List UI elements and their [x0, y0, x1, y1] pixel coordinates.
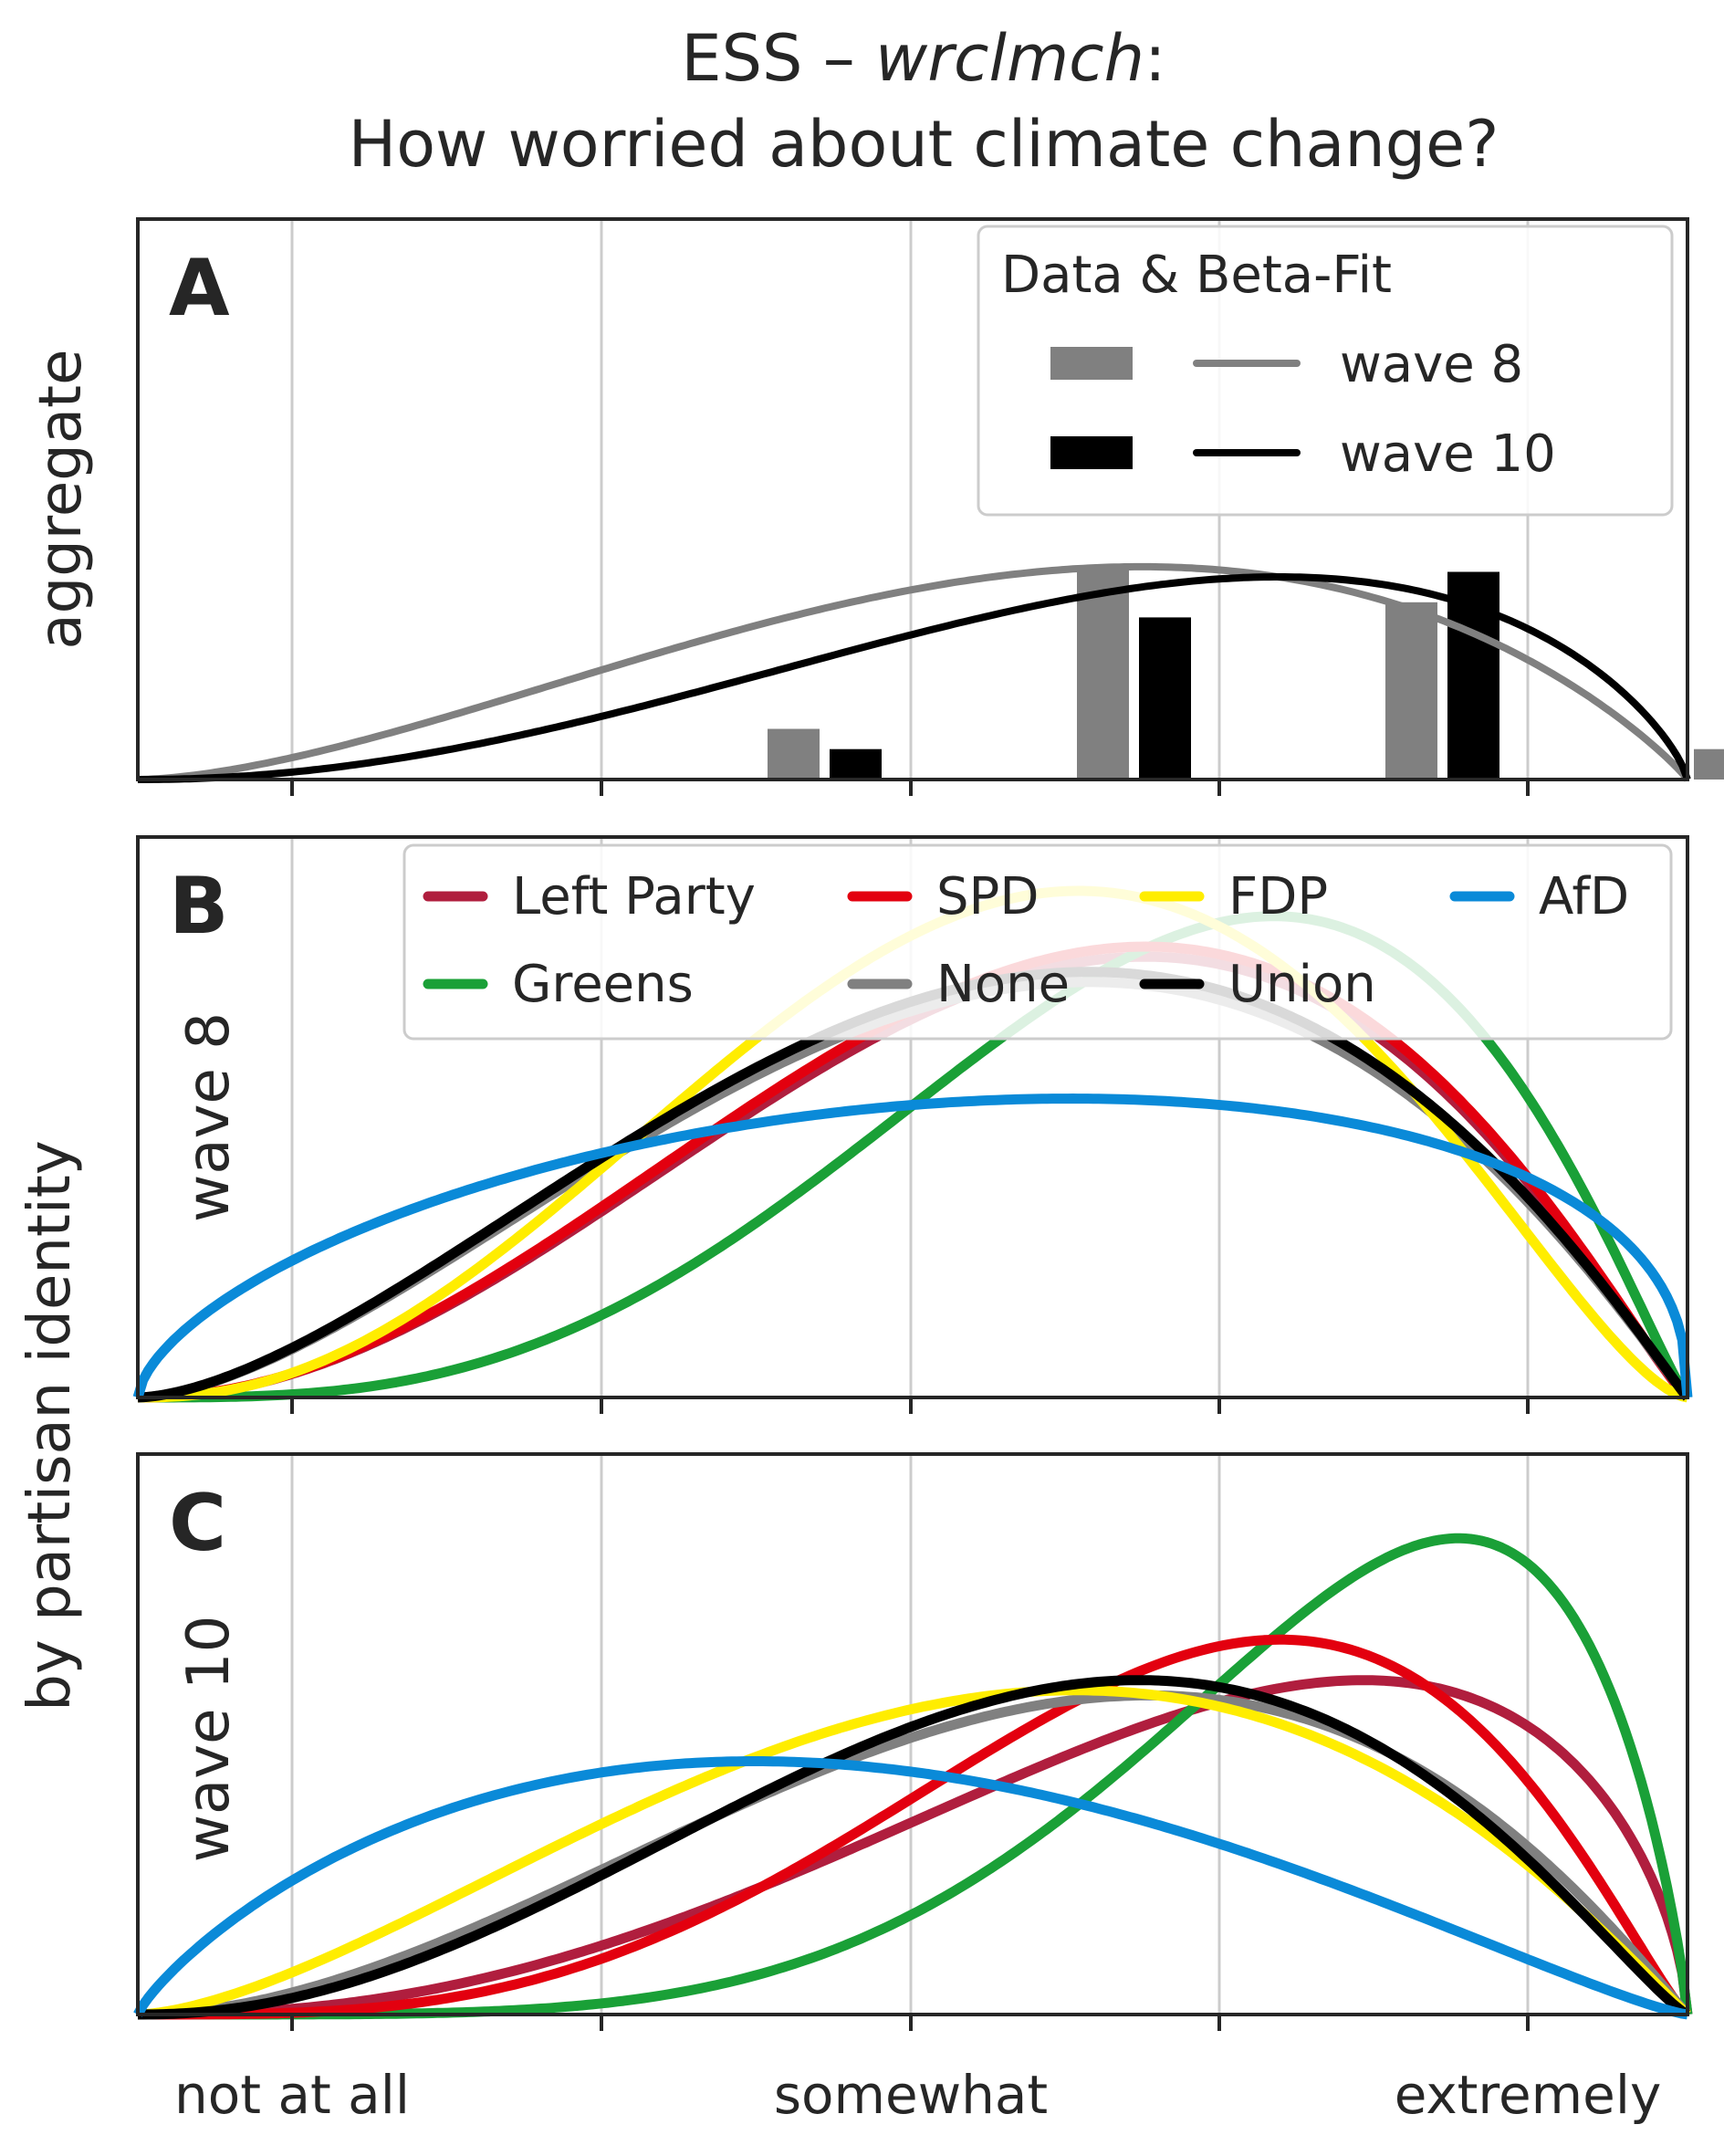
curve-afd: [133, 1756, 1688, 2020]
legend-a-wave8-swatch: [1050, 347, 1133, 380]
panel-b-letter: B: [169, 861, 229, 952]
panel-c-letter: C: [169, 1478, 226, 1569]
legend-b-greens-label: Greens: [512, 955, 694, 1014]
legend-b-left-party-label: Left Party: [512, 867, 756, 926]
panel-a-ticks: [290, 780, 1530, 796]
bar-wave-8-2: [1077, 566, 1129, 780]
chart-title-line2: How worried about climate change?: [349, 107, 1499, 182]
chart-title-line1: ESS – wrclmch:: [681, 21, 1165, 96]
bar-wave-8-1: [768, 728, 820, 780]
legend-b-none-label: None: [936, 955, 1070, 1014]
curve-fdp: [137, 1685, 1691, 2020]
panel-c: C wave 10: [133, 1452, 1693, 2031]
curve-afd: [132, 1094, 1693, 1399]
panel-b-ticks: [290, 1397, 1530, 1414]
fit-curve-wave-8: [137, 562, 1691, 783]
x-tick-label-somewhat: somewhat: [774, 2064, 1048, 2126]
bar-wave-8-4: [1694, 748, 1724, 780]
legend-a-box: [977, 225, 1674, 517]
shared-ylabel: by partisan identity: [16, 1140, 84, 1711]
panel-a-bars: [768, 566, 1724, 780]
legend-b-union-label: Union: [1228, 955, 1376, 1014]
panel-c-wave-label: wave 10: [175, 1616, 243, 1863]
bar-wave-8-3: [1385, 602, 1437, 780]
panel-a-letter: A: [169, 243, 230, 334]
x-tick-label-extremely: extremely: [1395, 2064, 1662, 2126]
legend-a-title: Data & Beta-Fit: [1001, 246, 1392, 305]
bar-wave-10-2: [1139, 617, 1191, 780]
fit-curve-wave-10: [138, 573, 1691, 783]
legend-b-spd-label: SPD: [936, 867, 1039, 926]
curve-none: [138, 1690, 1692, 2020]
legend-a-wave8-label: wave 8: [1340, 335, 1523, 394]
title-italic: wrclmch: [875, 21, 1144, 96]
bar-wave-10-1: [830, 748, 882, 780]
panel-a-ylabel: aggregate: [27, 349, 95, 649]
legend-a-wave10-swatch: [1050, 436, 1133, 469]
legend-b-box: [402, 843, 1673, 1041]
panel-b-legend: Left Party SPD FDP AfD Greens None Union: [402, 843, 1673, 1041]
panel-c-ticks: [290, 2015, 1530, 2031]
x-tick-label-not-at-all: not at all: [174, 2064, 410, 2126]
panel-c-curves: [133, 1533, 1693, 2020]
curve-spd: [138, 1634, 1691, 2020]
curve-union: [138, 1675, 1690, 2020]
panel-a-legend: Data & Beta-Fit wave 8 wave 10: [977, 225, 1674, 517]
legend-a-wave10-label: wave 10: [1340, 424, 1556, 484]
legend-b-afd-label: AfD: [1539, 867, 1629, 926]
legend-b-fdp-label: FDP: [1228, 867, 1328, 926]
panel-b-wave-label: wave 8: [175, 1012, 243, 1222]
title-prefix: ESS –: [681, 21, 875, 96]
panel-b: B wave 8 Left Party SPD FDP AfD Greens N…: [132, 835, 1693, 1414]
panel-a-fit-curves: [137, 562, 1691, 783]
panel-a: A aggregate Data & Beta-Fit wave 8 wave …: [27, 217, 1724, 796]
title-suffix: :: [1144, 21, 1166, 96]
